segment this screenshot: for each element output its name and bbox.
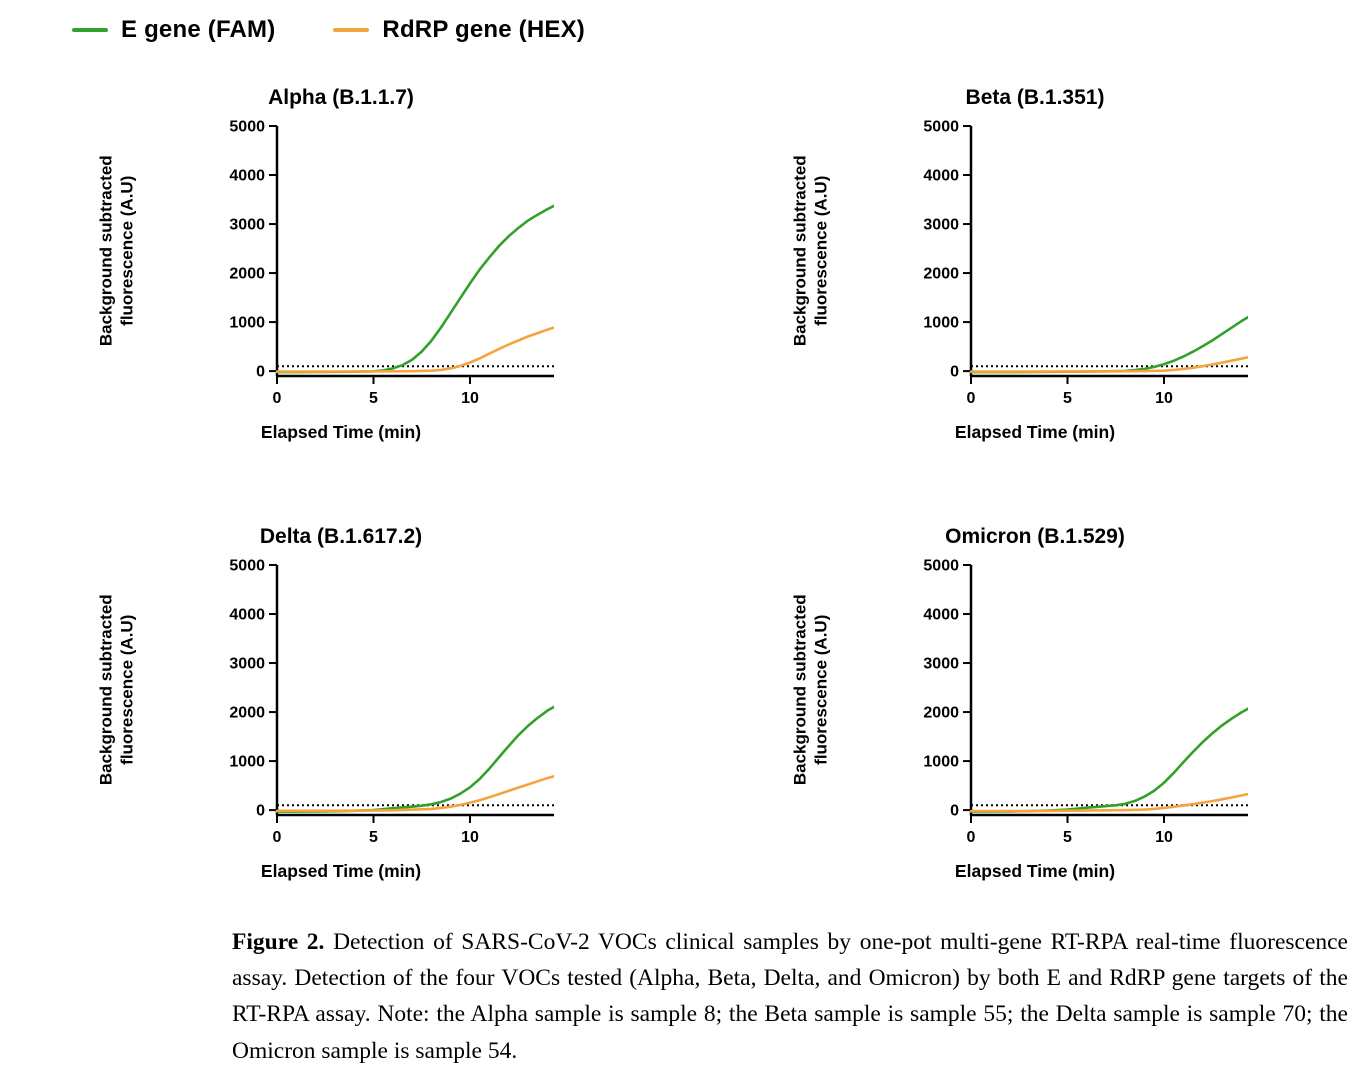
y-axis-title-line2: fluorescence (A.U) [811,175,831,327]
plot-delta: 01000200030004000500005101520 [229,558,554,846]
chart-canvas-alpha: Background subtracted fluorescence (A.U)… [22,114,554,420]
chart-beta: Beta (B.1.351) Background subtracted flu… [716,86,1248,443]
y-tick-label: 1000 [923,315,959,332]
x-axis-title: Elapsed Time (min) [260,861,422,881]
y-tick-label: 3000 [923,656,959,673]
y-tick-label: 2000 [923,705,959,722]
rdrp-gene-hex-series-line [275,326,554,373]
chart-omicron: Omicron (B.1.529) Background subtracted … [716,525,1248,882]
figure-caption-label: Figure 2. [232,929,325,955]
y-axis-title-line2: fluorescence (A.U) [117,175,137,327]
y-axis-title-line2: fluorescence (A.U) [811,614,831,766]
y-axis-title-line1: Background subtracted [790,155,810,347]
y-tick-label: 4000 [923,607,959,624]
y-tick-label: 4000 [923,168,959,185]
x-tick-label: 10 [1155,829,1173,846]
y-tick-label: 0 [256,364,265,381]
chart-canvas-omicron: Background subtracted fluorescence (A.U)… [716,553,1248,859]
plot-omicron: 01000200030004000500005101520 [923,558,1248,846]
figure-caption: Figure 2. Detection of SARS-CoV-2 VOCs c… [232,924,1348,1069]
y-tick-label: 0 [950,803,959,820]
y-tick-label: 2000 [229,266,265,283]
chart-canvas-delta: Background subtracted fluorescence (A.U)… [22,553,554,859]
y-tick-label: 5000 [923,119,959,136]
orange-line-swatch [333,28,370,32]
y-tick-label: 3000 [923,217,959,234]
plot-alpha: 01000200030004000500005101520 [229,119,554,407]
y-tick-label: 5000 [923,558,959,575]
y-tick-label: 5000 [229,119,265,136]
y-tick-label: 3000 [229,217,265,234]
chart-title-beta: Beta (B.1.351) [965,86,1105,109]
y-tick-label: 1000 [923,754,959,771]
y-axis-title: Background subtracted fluorescence (A.U) [22,553,213,859]
plot-beta: 01000200030004000500005101520 [923,119,1248,407]
y-tick-label: 3000 [229,656,265,673]
y-tick-label: 5000 [229,558,265,575]
charts-row-2: Delta (B.1.617.2) Background subtracted … [22,525,1248,882]
y-axis-title: Background subtracted fluorescence (A.U) [716,114,907,420]
chart-delta: Delta (B.1.617.2) Background subtracted … [22,525,554,882]
legend-item-rdrp-gene: RdRP gene (HEX) [333,16,585,44]
x-tick-label: 10 [461,829,479,846]
chart-title-delta: Delta (B.1.617.2) [259,525,423,548]
x-tick-label: 10 [461,390,479,407]
y-tick-label: 4000 [229,168,265,185]
y-axis-title-line1: Background subtracted [96,594,116,786]
y-axis-title: Background subtracted fluorescence (A.U) [716,553,907,859]
charts-row-1: Alpha (B.1.1.7) Background subtracted fl… [22,86,1248,443]
chart-canvas-beta: Background subtracted fluorescence (A.U)… [716,114,1248,420]
rdrp-gene-hex-series-line [969,355,1248,373]
chart-title-alpha: Alpha (B.1.1.7) [268,86,414,109]
y-tick-label: 0 [256,803,265,820]
y-tick-label: 4000 [229,607,265,624]
charts-grid: Alpha (B.1.1.7) Background subtracted fl… [0,86,1360,882]
x-tick-label: 0 [272,390,281,407]
x-axis-title: Elapsed Time (min) [954,861,1116,881]
x-tick-label: 10 [1155,390,1173,407]
x-tick-label: 5 [1063,390,1072,407]
y-tick-label: 1000 [229,315,265,332]
legend-item-e-gene: E gene (FAM) [72,16,275,44]
legend-label-e-gene: E gene (FAM) [121,16,276,43]
x-tick-label: 0 [272,829,281,846]
x-tick-label: 5 [369,829,378,846]
green-line-swatch [72,28,108,32]
e-gene-fam-series-line [275,705,554,813]
rdrp-gene-hex-series-line [275,774,554,813]
y-axis-title-line1: Background subtracted [790,594,810,786]
y-axis-title-line2: fluorescence (A.U) [117,614,137,766]
y-axis-title: Background subtracted fluorescence (A.U) [22,114,213,420]
chart-title-omicron: Omicron (B.1.529) [945,525,1125,548]
legend-label-rdrp-gene: RdRP gene (HEX) [382,16,585,43]
x-axis-title: Elapsed Time (min) [260,422,422,442]
y-axis-title-line1: Background subtracted [96,155,116,347]
y-tick-label: 1000 [229,754,265,771]
x-tick-label: 0 [966,390,975,407]
figure-caption-text: Detection of SARS-CoV-2 VOCs clinical sa… [232,929,1348,1064]
e-gene-fam-series-line [969,315,1248,374]
y-tick-label: 2000 [229,705,265,722]
x-tick-label: 5 [1063,829,1072,846]
x-tick-label: 0 [966,829,975,846]
y-tick-label: 2000 [923,266,959,283]
x-axis-title: Elapsed Time (min) [954,422,1116,442]
rdrp-gene-hex-series-line [969,792,1248,813]
x-tick-label: 5 [369,390,378,407]
y-tick-label: 0 [950,364,959,381]
chart-alpha: Alpha (B.1.1.7) Background subtracted fl… [22,86,554,443]
e-gene-fam-series-line [969,707,1248,813]
legend: E gene (FAM) RdRP gene (HEX) [0,0,1360,44]
